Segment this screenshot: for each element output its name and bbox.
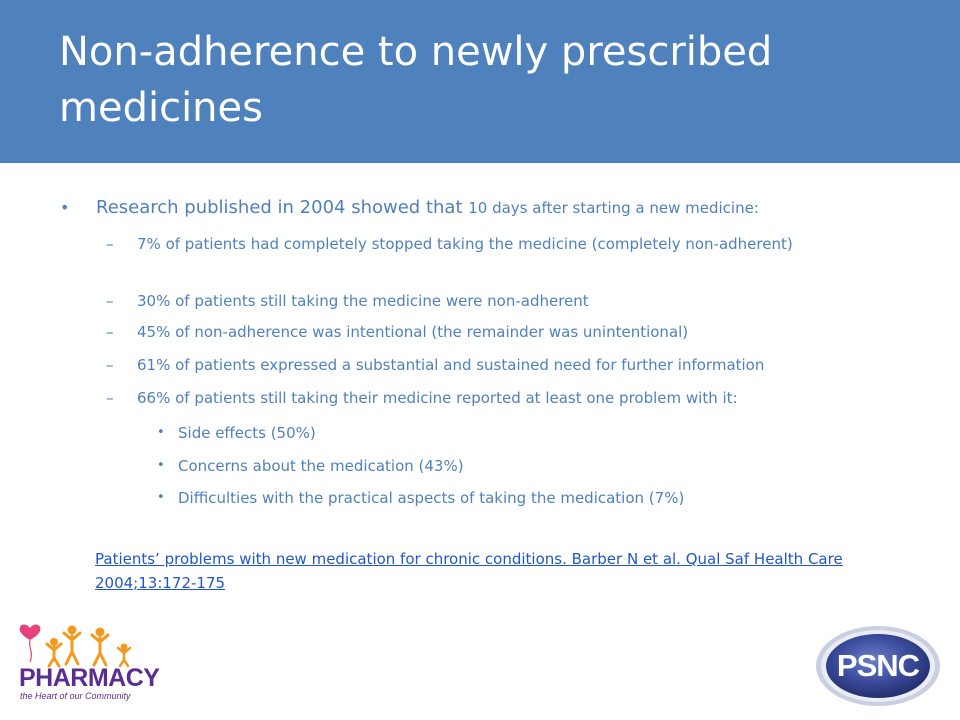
dash-bullet-icon: – bbox=[106, 323, 114, 341]
sub-bullet-text: 66% of patients still taking their medic… bbox=[137, 389, 738, 407]
psnc-logo: PSNC bbox=[814, 624, 942, 708]
problem-text: Side effects (50%) bbox=[178, 424, 316, 442]
bullet-dot-icon: • bbox=[157, 490, 165, 505]
dash-bullet-icon: – bbox=[106, 292, 114, 310]
sub-bullet-text: 61% of patients expressed a substantial … bbox=[137, 356, 765, 374]
intro-text-small: 10 days after starting a new medicine: bbox=[468, 199, 759, 217]
bullet-dot-icon: • bbox=[157, 425, 165, 440]
reference-link[interactable]: Patients’ problems with new medication f… bbox=[95, 550, 843, 592]
sub-bullet-stopped: – 7% of patients had completely stopped … bbox=[106, 232, 909, 256]
problem-text: Concerns about the medication (43%) bbox=[178, 457, 464, 475]
dash-bullet-icon: – bbox=[106, 356, 114, 374]
sub-bullet-text: 7% of patients had completely stopped ta… bbox=[137, 235, 793, 253]
problem-side-effects: • Side effects (50%) bbox=[157, 421, 898, 445]
pharmacy-figures-icon bbox=[19, 624, 132, 668]
pharmacy-logo: PHARMACY the Heart of our Community bbox=[16, 620, 166, 706]
slide-title: Non-adherence to newly prescribed medici… bbox=[59, 29, 773, 131]
problem-concerns: • Concerns about the medication (43%) bbox=[157, 454, 898, 478]
sub-bullet-text: 45% of non-adherence was intentional (th… bbox=[137, 323, 689, 341]
dash-bullet-icon: – bbox=[106, 389, 114, 407]
bullet-dot-icon: • bbox=[157, 458, 165, 473]
problem-text: Difficulties with the practical aspects … bbox=[178, 489, 685, 507]
pharmacy-tagline: the Heart of our Community bbox=[20, 691, 131, 701]
bullet-dot-icon: • bbox=[60, 198, 70, 217]
intro-text: Research published in 2004 showed that bbox=[96, 197, 469, 218]
sub-bullet-information: – 61% of patients expressed a substantia… bbox=[106, 353, 909, 377]
psnc-badge-icon bbox=[816, 626, 940, 706]
intro-bullet: • Research published in 2004 showed that… bbox=[60, 195, 896, 221]
sub-bullet-text: 30% of patients still taking the medicin… bbox=[137, 292, 589, 310]
dash-bullet-icon: – bbox=[106, 235, 114, 253]
problem-practical: • Difficulties with the practical aspect… bbox=[157, 486, 898, 510]
title-band bbox=[0, 0, 960, 163]
sub-bullet-intentional: – 45% of non-adherence was intentional (… bbox=[106, 320, 909, 344]
sub-bullet-non-adherent: – 30% of patients still taking the medic… bbox=[106, 289, 909, 313]
psnc-wordmark: PSNC bbox=[836, 648, 920, 683]
sub-bullet-problems: – 66% of patients still taking their med… bbox=[106, 386, 909, 410]
pharmacy-wordmark: PHARMACY bbox=[19, 664, 160, 692]
